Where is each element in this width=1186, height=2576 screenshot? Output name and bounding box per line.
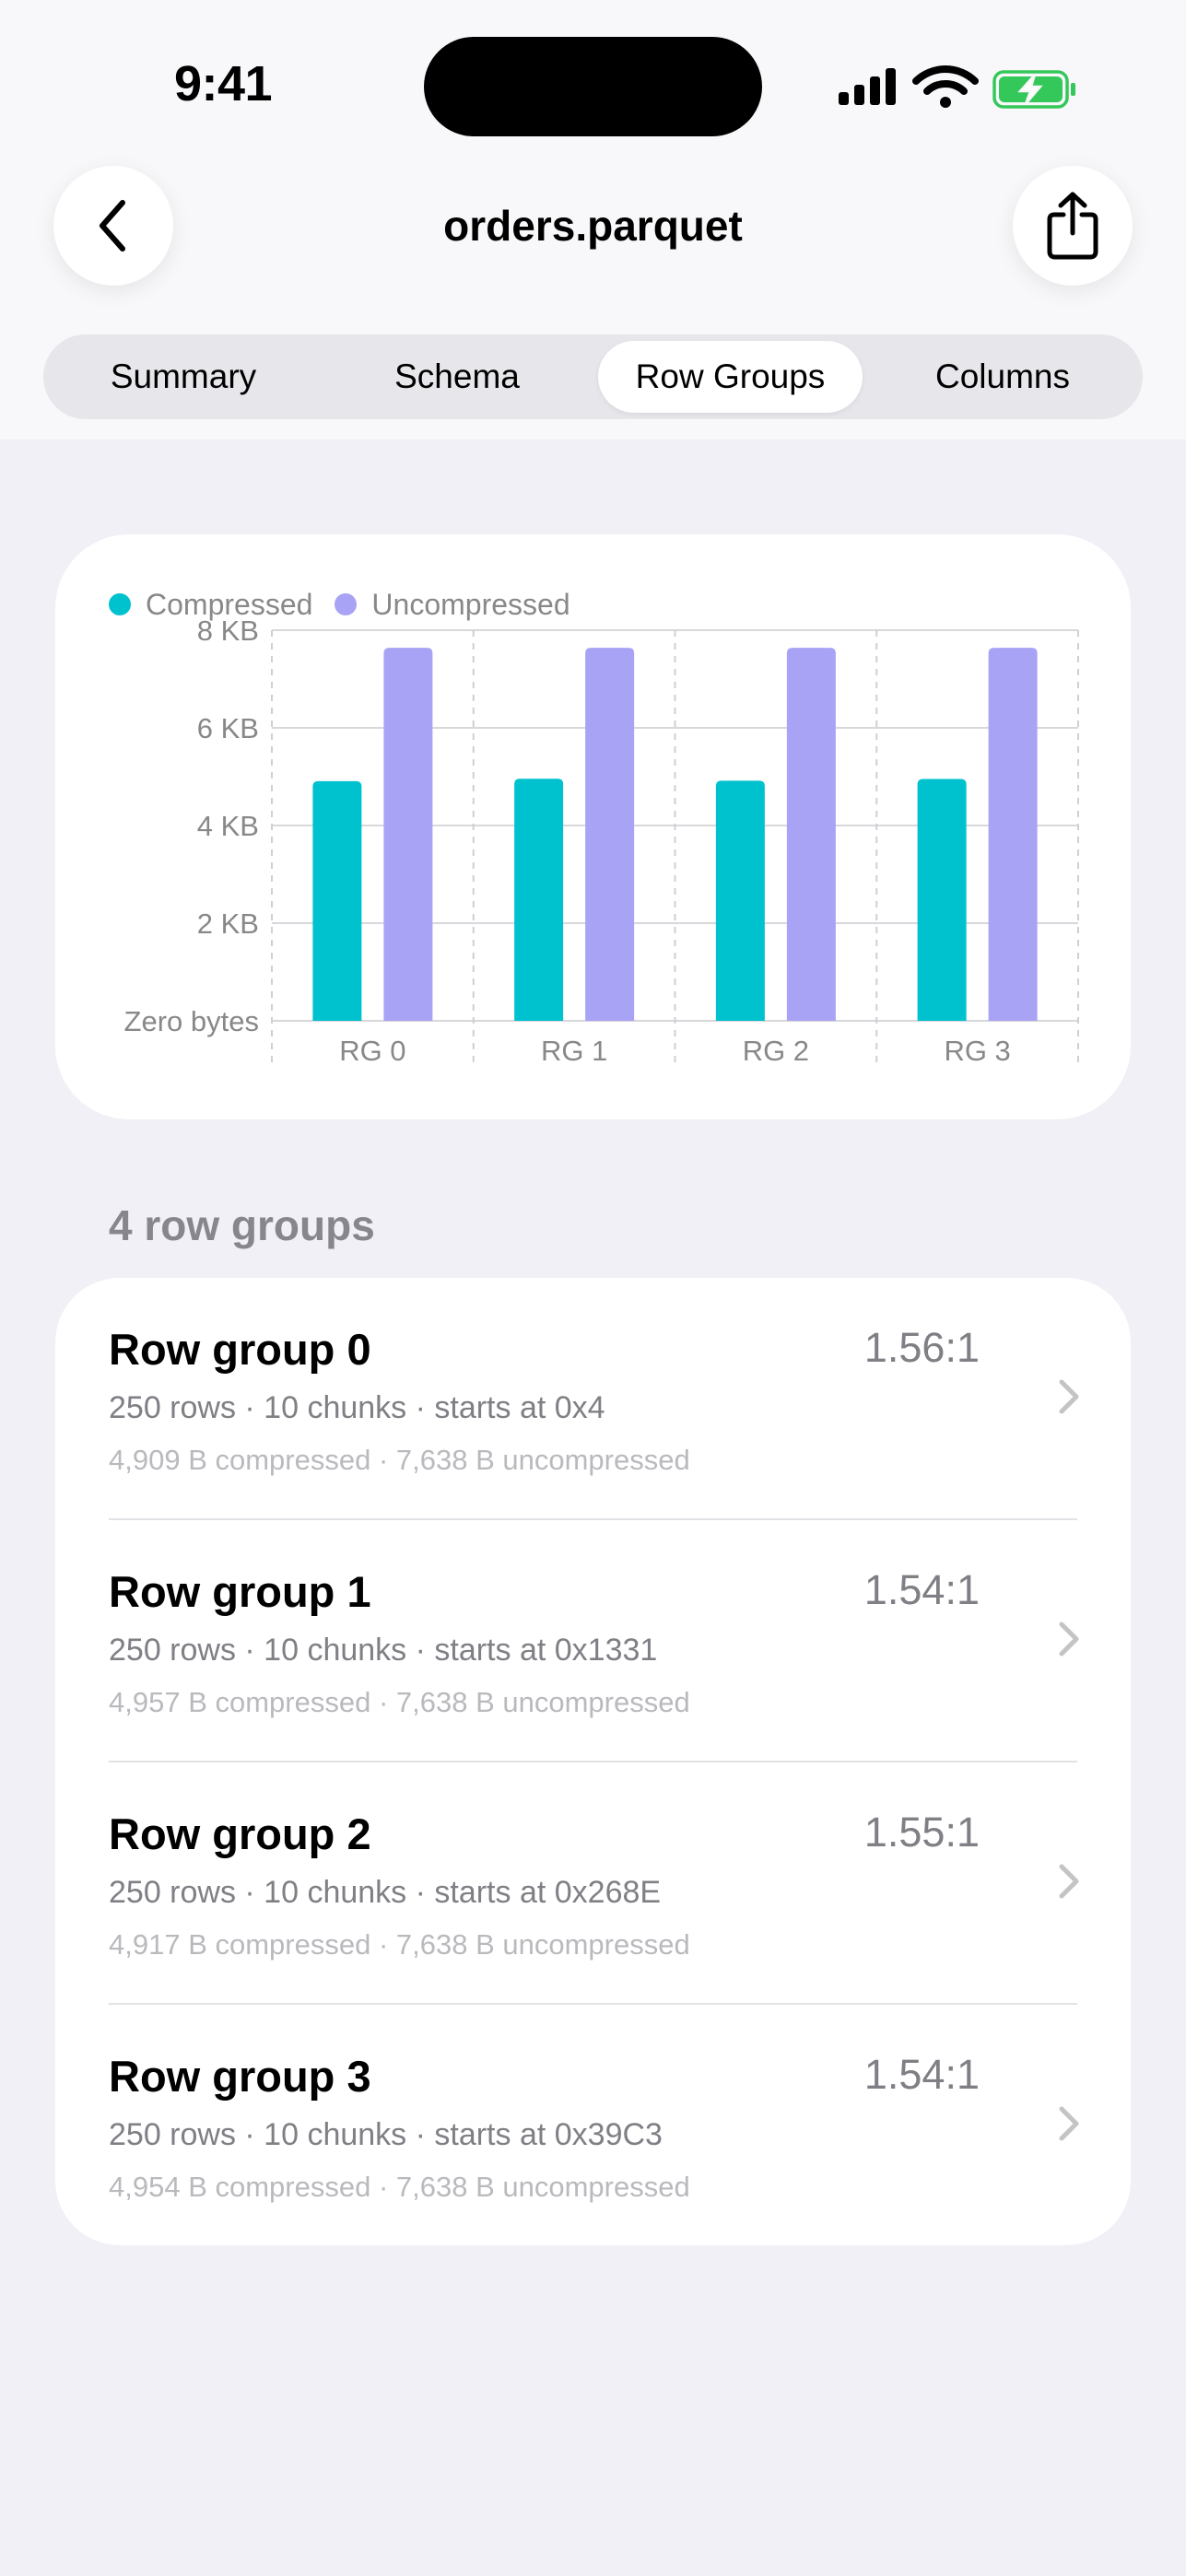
share-icon xyxy=(1047,192,1098,260)
share-button[interactable] xyxy=(1013,166,1133,286)
bar-uncompressed xyxy=(383,648,433,1021)
legend-swatch-uncompressed xyxy=(335,593,358,615)
chevron-right-icon xyxy=(1059,1379,1079,1414)
row-group-subtitle: 250 rows · 10 chunks · starts at 0x268E xyxy=(109,1875,662,1910)
chevron-left-icon xyxy=(100,200,125,252)
chevron-right-icon xyxy=(1059,2106,1079,2141)
y-tick-label: 6 KB xyxy=(197,712,259,744)
row-group-bytes: 4,909 B compressed · 7,638 B uncompresse… xyxy=(109,1444,690,1476)
row-group-title: Row group 2 xyxy=(109,1809,371,1858)
row-group-subtitle: 250 rows · 10 chunks · starts at 0x4 xyxy=(109,1390,605,1425)
row-group-item[interactable]: Row group 2 1.55:1 250 rows · 10 chunks … xyxy=(55,1762,1131,2005)
status-icons xyxy=(839,61,1078,116)
divider xyxy=(109,1761,1077,1762)
cellular-signal-icon xyxy=(839,68,896,105)
bar-uncompressed xyxy=(786,648,836,1021)
compression-ratio: 1.54:1 xyxy=(863,1566,980,1613)
back-button[interactable] xyxy=(53,166,173,286)
row-group-title: Row group 1 xyxy=(109,1567,371,1616)
compression-ratio: 1.54:1 xyxy=(863,2051,980,2098)
tab-schema[interactable]: Schema xyxy=(394,357,520,395)
legend-uncompressed: Uncompressed xyxy=(335,588,570,622)
row-group-title: Row group 0 xyxy=(109,1325,371,1374)
size-chart-card: Compressed Uncompressed 8 KB 6 KB 4 KB 2 KB… xyxy=(55,534,1131,1119)
bar-compressed xyxy=(514,779,564,1021)
bar-compressed xyxy=(917,779,967,1021)
tab-columns[interactable]: Columns xyxy=(935,357,1070,395)
tab-summary[interactable]: Summary xyxy=(110,357,257,395)
row-group-list: Row group 0 1.56:1 250 rows · 10 chunks … xyxy=(55,1278,1131,2245)
compression-ratio: 1.55:1 xyxy=(863,1809,980,1856)
divider xyxy=(109,1518,1077,1520)
row-group-bytes: 4,957 B compressed · 7,638 B uncompresse… xyxy=(109,1686,690,1718)
chevron-right-icon xyxy=(1059,1864,1079,1899)
y-tick-label: Zero bytes xyxy=(124,1005,259,1037)
x-tick-label: RG 3 xyxy=(944,1035,1010,1067)
bar-compressed xyxy=(715,780,765,1021)
dynamic-island xyxy=(424,37,762,136)
divider xyxy=(109,2003,1077,2005)
segmented-control: Summary Schema Row Groups Columns xyxy=(43,334,1143,419)
wifi-icon xyxy=(912,65,979,108)
tab-row-groups[interactable]: Row Groups xyxy=(598,341,863,413)
x-tick-label: RG 2 xyxy=(743,1035,809,1067)
legend-swatch-compressed xyxy=(109,593,131,615)
row-group-item[interactable]: Row group 0 1.56:1 250 rows · 10 chunks … xyxy=(55,1278,1131,1520)
y-tick-label: 2 KB xyxy=(197,907,259,940)
row-group-bytes: 4,954 B compressed · 7,638 B uncompresse… xyxy=(109,2171,690,2203)
bar-uncompressed xyxy=(585,648,635,1021)
status-time: 9:41 xyxy=(173,56,273,111)
battery-icon xyxy=(992,70,1075,109)
row-group-subtitle: 250 rows · 10 chunks · starts at 0x39C3 xyxy=(109,2117,663,2152)
chevron-right-icon xyxy=(1059,1622,1079,1657)
x-tick-label: RG 0 xyxy=(339,1035,405,1067)
y-tick-label: 8 KB xyxy=(197,615,259,647)
compression-ratio: 1.56:1 xyxy=(863,1324,980,1371)
chart-legend: Compressed Uncompressed xyxy=(109,584,593,625)
bar-chart: 8 KB 6 KB 4 KB 2 KB Zero bytes RG 0 RG 1 RG 2 RG… xyxy=(124,615,1079,1069)
page-title: orders.parquet xyxy=(443,202,743,250)
y-tick-label: 4 KB xyxy=(197,810,259,842)
x-tick-label: RG 1 xyxy=(541,1035,607,1067)
section-header: 4 row groups xyxy=(109,1201,375,1249)
row-group-item[interactable]: Row group 1 1.54:1 250 rows · 10 chunks … xyxy=(55,1520,1131,1762)
row-group-bytes: 4,917 B compressed · 7,638 B uncompresse… xyxy=(109,1928,690,1961)
row-group-item[interactable]: Row group 3 1.54:1 250 rows · 10 chunks … xyxy=(55,2005,1131,2245)
bar-uncompressed xyxy=(988,648,1038,1021)
row-group-subtitle: 250 rows · 10 chunks · starts at 0x1331 xyxy=(109,1633,658,1668)
row-group-title: Row group 3 xyxy=(109,2052,371,2101)
legend-compressed: Compressed xyxy=(109,588,312,622)
bar-compressed xyxy=(312,780,362,1021)
